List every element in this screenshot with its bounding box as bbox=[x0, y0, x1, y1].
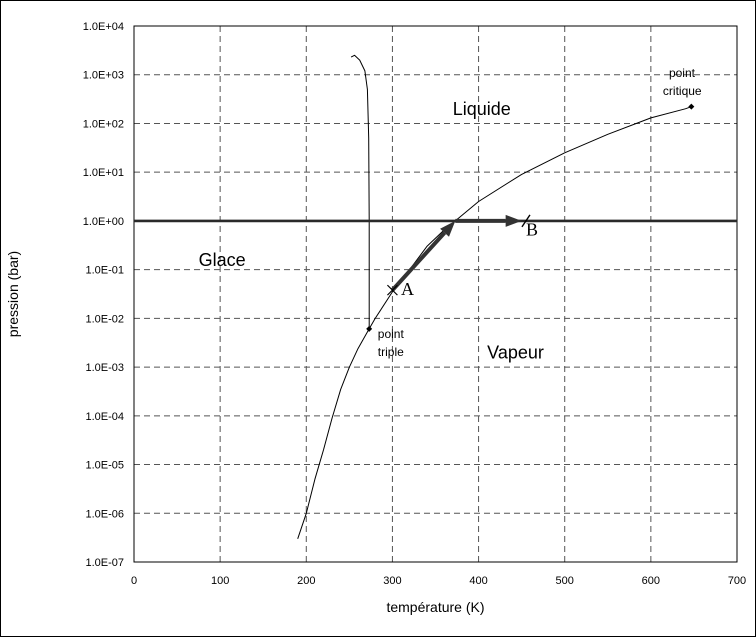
process-arrows bbox=[390, 214, 522, 292]
x-tick-label: 400 bbox=[469, 575, 487, 587]
marker-point-critique bbox=[688, 103, 695, 110]
process-arrow-head bbox=[440, 220, 456, 237]
x-tick-label: 700 bbox=[728, 575, 746, 587]
y-tick-label: 1.0E-04 bbox=[85, 411, 124, 423]
annotation-point_triple_1: point bbox=[378, 327, 405, 341]
annotation-point_critique_2: critique bbox=[663, 84, 702, 98]
series-sublimation-line bbox=[297, 328, 370, 539]
process-arrow-shaft bbox=[390, 231, 447, 292]
x-tick-label: 0 bbox=[131, 575, 137, 587]
x-tick-label: 200 bbox=[297, 575, 315, 587]
marker-point-triple bbox=[366, 325, 373, 332]
annotation-point_triple_2: triple bbox=[378, 345, 404, 359]
y-tick-labels: 1.0E+04 1.0E+03 1.0E+02 1.0E+01 1.0E+00 1.0E-… bbox=[83, 21, 124, 569]
x-axis-title: température (K) bbox=[386, 599, 484, 615]
grid-lines bbox=[134, 26, 737, 562]
annotation-point_b: B bbox=[526, 220, 538, 240]
y-tick-label: 1.0E+03 bbox=[83, 70, 124, 82]
plot-area-border bbox=[133, 25, 738, 563]
y-tick-label: 1.0E-02 bbox=[85, 313, 124, 325]
y-tick-label: 1.0E-01 bbox=[85, 265, 124, 277]
y-tick-label: 1.0E+04 bbox=[83, 21, 124, 33]
y-tick-label: 1.0E-05 bbox=[85, 460, 124, 472]
annotation-point_critique_1: point bbox=[669, 66, 696, 80]
y-tick-label: 1.0E+02 bbox=[83, 118, 124, 130]
series-fusion-line bbox=[350, 54, 370, 329]
y-tick-label: 1.0E+00 bbox=[83, 216, 124, 228]
y-tick-label: 1.0E-03 bbox=[85, 362, 124, 374]
x-tick-label: 300 bbox=[383, 575, 401, 587]
y-axis-title: pression (bar) bbox=[5, 251, 21, 337]
marker-B bbox=[521, 214, 531, 228]
y-tick-label: 1.0E-07 bbox=[85, 557, 124, 569]
annotation-liquide: Liquide bbox=[453, 99, 511, 119]
annotation-point_a: A bbox=[401, 279, 414, 299]
y-tick-label: 1.0E+01 bbox=[83, 167, 124, 179]
annotation-glace: Glace bbox=[199, 250, 246, 270]
y-tick-label: 1.0E-06 bbox=[85, 508, 124, 520]
x-tick-labels: 0 100 200 300 400 500 600 700 bbox=[131, 575, 746, 587]
x-tick-label: 500 bbox=[556, 575, 574, 587]
x-tick-label: 100 bbox=[211, 575, 229, 587]
process-arrow-head bbox=[505, 214, 522, 227]
marker-A bbox=[387, 284, 398, 296]
x-tick-label: 600 bbox=[642, 575, 660, 587]
point-markers bbox=[366, 103, 695, 332]
annotation-vapeur: Vapeur bbox=[487, 343, 544, 363]
